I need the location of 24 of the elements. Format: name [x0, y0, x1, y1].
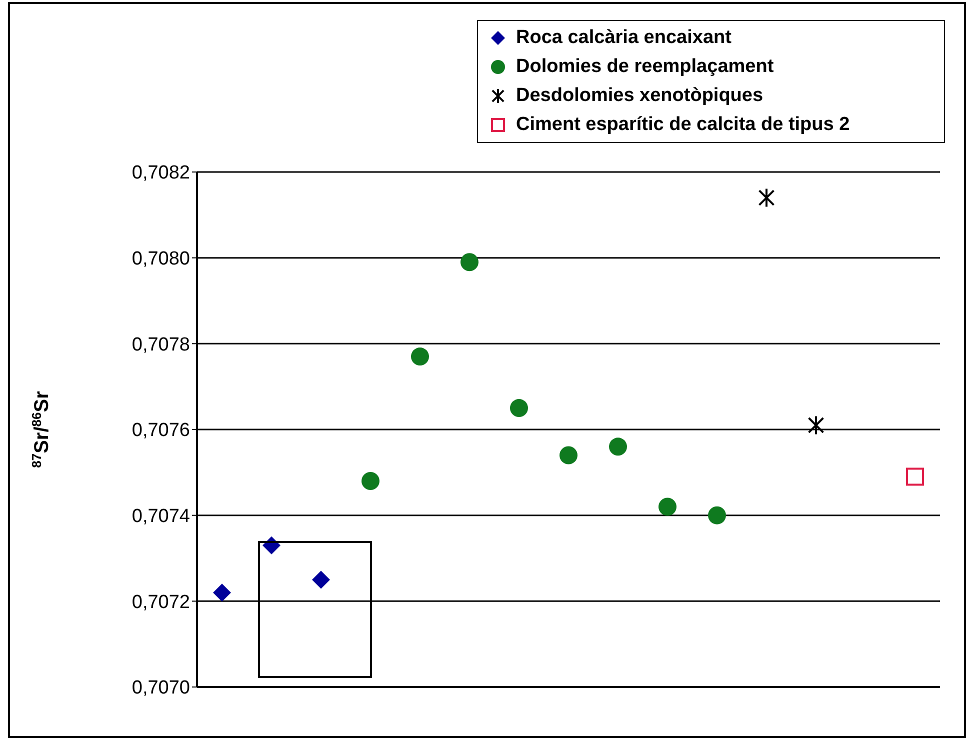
point: [808, 415, 824, 436]
point: [362, 472, 380, 490]
point: [658, 498, 676, 516]
y-tick-label: 0,7074: [132, 506, 190, 528]
point: [560, 446, 578, 464]
y-tick-label: 0,7076: [132, 420, 190, 442]
point: [460, 253, 478, 272]
point: [213, 584, 231, 602]
legend-label: Dolomies de reemplaçament: [516, 56, 774, 78]
y-tick-label: 0,7078: [132, 334, 190, 356]
point: [708, 506, 726, 524]
legend-label: Ciment esparític de calcita de tipus 2: [516, 114, 850, 136]
point: [758, 188, 775, 208]
point: [510, 399, 528, 418]
legend-label: Roca calcària encaixant: [516, 26, 732, 48]
y-tick-label: 0,7072: [132, 592, 190, 613]
point: [312, 570, 330, 589]
legend-label: Desdolomies xenotòpiques: [516, 84, 764, 106]
point: [906, 468, 924, 486]
point: [609, 438, 627, 456]
point: [411, 348, 429, 366]
y-tick-label: 0,7082: [132, 162, 190, 184]
y-tick-label: 0,7080: [132, 248, 190, 270]
y-tick-label: 0,7070: [132, 678, 190, 699]
